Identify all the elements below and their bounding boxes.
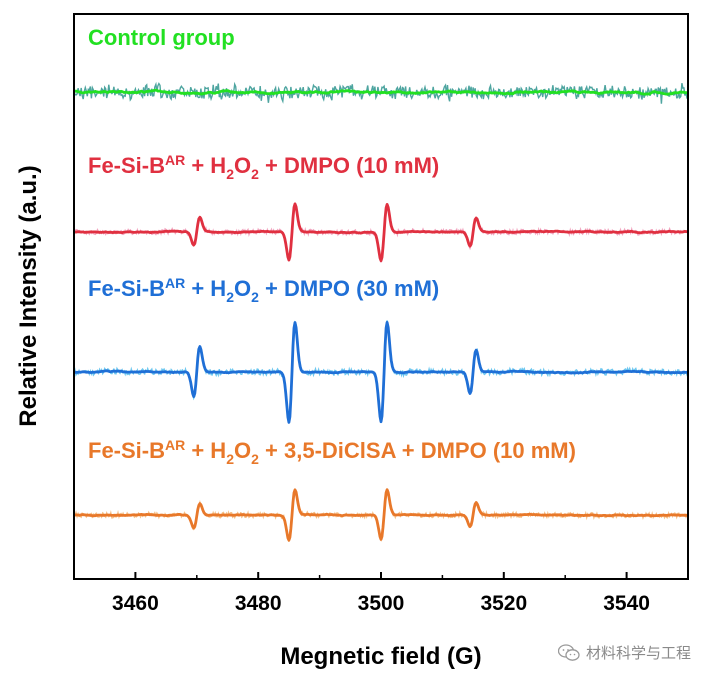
x-tick-label: 3460: [112, 592, 159, 615]
series-label: Fe-Si-BAR + H2O2 + 3,5-DiClSA + DMPO (10…: [88, 437, 576, 467]
series-fitted-trace: [74, 490, 688, 541]
series-label: Fe-Si-BAR + H2O2 + DMPO (30 mM): [88, 275, 439, 305]
watermark-text: 材料科学与工程: [586, 642, 691, 663]
y-axis-label: Relative Intensity (a.u.): [15, 165, 42, 426]
series-label: Fe-Si-BAR + H2O2 + DMPO (10 mM): [88, 152, 439, 182]
watermark: 材料科学与工程: [558, 642, 691, 663]
epr-spectrum-chart: Control group Fe-Si-BAR + H2O2 + DMPO (10…: [0, 0, 713, 683]
series-fitted-trace: [74, 204, 688, 261]
series-fitted-trace: [74, 322, 688, 422]
x-axis-label: Megnetic field (G): [280, 643, 481, 670]
x-tick-label: 3500: [358, 592, 405, 615]
x-tick-label: 3540: [603, 592, 650, 615]
series-label: Control group: [88, 25, 235, 50]
x-tick-label: 3520: [480, 592, 527, 615]
x-tick-label: 3480: [235, 592, 282, 615]
wechat-icon: [558, 644, 580, 662]
